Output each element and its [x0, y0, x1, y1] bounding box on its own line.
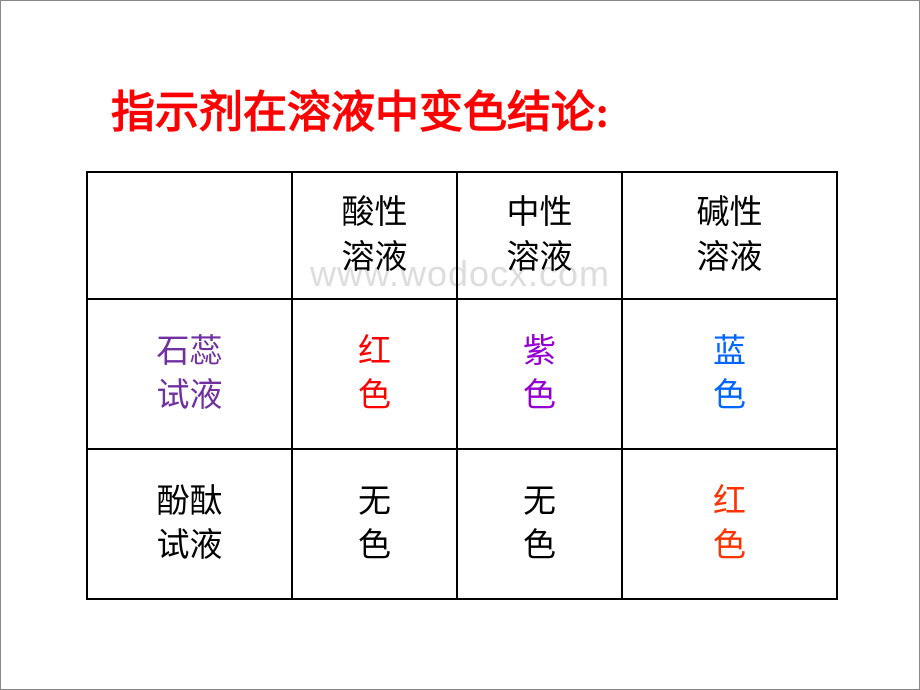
indicator-table: 酸性溶液 中性溶液 碱性溶液 石蕊试液 红色 紫色 蓝色 酚酞试液 无色 无色 … — [86, 171, 838, 600]
slide-title: 指示剂在溶液中变色结论: — [111, 76, 610, 140]
header-neutral: 中性溶液 — [457, 172, 622, 299]
table-row: 酚酞试液 无色 无色 红色 — [87, 449, 837, 599]
cell-litmus-neutral: 紫色 — [457, 299, 622, 449]
cell-phen-basic: 红色 — [622, 449, 837, 599]
header-basic: 碱性溶液 — [622, 172, 837, 299]
header-acidic: 酸性溶液 — [292, 172, 457, 299]
indicator-table-wrap: 酸性溶液 中性溶液 碱性溶液 石蕊试液 红色 紫色 蓝色 酚酞试液 无色 无色 … — [86, 171, 838, 600]
row-label-phenolphthalein: 酚酞试液 — [87, 449, 292, 599]
table-header-row: 酸性溶液 中性溶液 碱性溶液 — [87, 172, 837, 299]
row-label-litmus: 石蕊试液 — [87, 299, 292, 449]
cell-litmus-basic: 蓝色 — [622, 299, 837, 449]
cell-phen-neutral: 无色 — [457, 449, 622, 599]
slide: 指示剂在溶液中变色结论: www.wodocx.com 酸性溶液 中性溶液 碱性… — [0, 0, 920, 690]
cell-litmus-acidic: 红色 — [292, 299, 457, 449]
header-blank — [87, 172, 292, 299]
cell-phen-acidic: 无色 — [292, 449, 457, 599]
table-row: 石蕊试液 红色 紫色 蓝色 — [87, 299, 837, 449]
